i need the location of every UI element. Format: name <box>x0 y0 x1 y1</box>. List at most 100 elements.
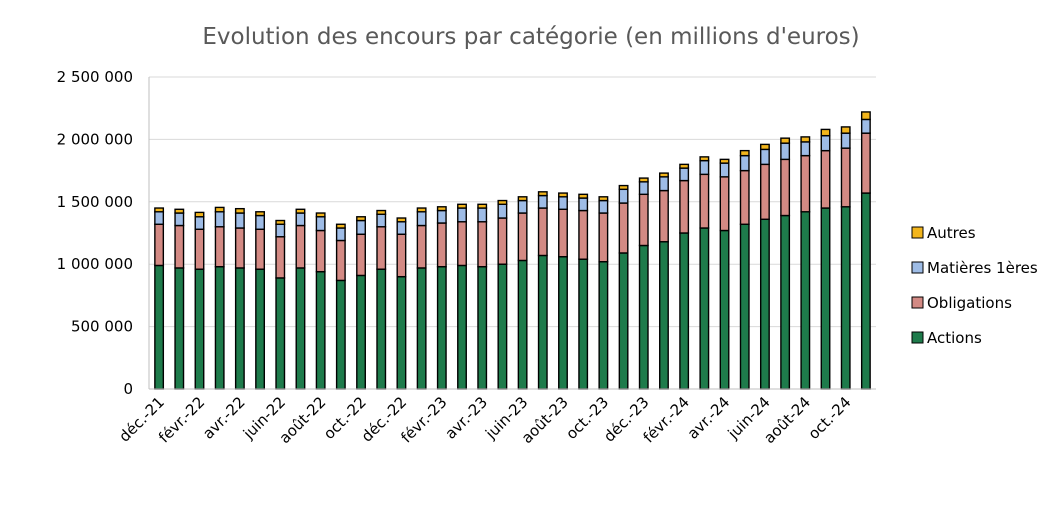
bar-segment-mati-res-1-res <box>840 132 851 149</box>
bar-segment-mati-res-1-res <box>800 141 811 157</box>
bar-segment-actions <box>214 265 225 390</box>
bar-segment-obligations <box>820 149 831 209</box>
bar-segment-obligations <box>780 158 791 217</box>
bar-segment-autres <box>275 219 286 225</box>
bar-stack <box>234 207 245 390</box>
bar-segment-actions <box>679 232 690 390</box>
bar-segment-obligations <box>356 233 366 277</box>
bar-segment-autres <box>759 143 770 151</box>
bar-segment-mati-res-1-res <box>759 148 770 166</box>
bar-stack <box>376 209 387 390</box>
y-tick-label: 2 500 000 <box>57 68 133 86</box>
bar-segment-obligations <box>315 229 326 273</box>
bar-segment-actions <box>558 256 568 390</box>
bars <box>154 111 871 390</box>
bar-segment-autres <box>497 199 508 205</box>
bar-segment-actions <box>598 261 609 390</box>
bar-stack <box>457 203 467 390</box>
bar-segment-obligations <box>194 228 205 270</box>
x-tick-label: avr.-23 <box>441 393 491 443</box>
bar-segment-autres <box>800 136 811 143</box>
bar-stack <box>598 196 609 390</box>
bar-segment-autres <box>638 177 649 183</box>
bar-segment-autres <box>558 192 568 198</box>
bar-segment-autres <box>679 163 690 169</box>
bar-segment-mati-res-1-res <box>537 194 548 209</box>
bar-stack <box>860 111 871 390</box>
legend-swatch <box>911 331 924 344</box>
bar-segment-actions <box>234 267 245 390</box>
bar-segment-autres <box>860 111 871 121</box>
bar-segment-mati-res-1-res <box>638 181 649 196</box>
bar-stack <box>558 192 568 390</box>
bar-segment-autres <box>598 196 609 202</box>
bar-segment-obligations <box>699 173 710 229</box>
bar-segment-mati-res-1-res <box>820 134 831 152</box>
bar-segment-mati-res-1-res <box>436 209 447 224</box>
x-axis: déc.-21févr.-22avr.-22juin-22août-22oct.… <box>115 388 876 447</box>
bar-segment-autres <box>537 191 548 197</box>
bar-segment-obligations <box>558 208 568 258</box>
legend-item: Matières 1ères <box>911 259 1038 277</box>
x-tick-label: avr.-22 <box>199 393 249 443</box>
bar-segment-obligations <box>659 189 669 243</box>
bar-segment-obligations <box>517 212 528 262</box>
bar-segment-actions <box>457 264 467 390</box>
bar-segment-obligations <box>598 212 609 263</box>
bar-segment-autres <box>739 149 750 157</box>
bar-segment-actions <box>275 277 286 390</box>
bar-stack <box>840 126 851 390</box>
bar-segment-actions <box>578 258 589 390</box>
bar-segment-mati-res-1-res <box>295 212 306 227</box>
bar-segment-autres <box>295 208 306 214</box>
bar-segment-mati-res-1-res <box>315 216 326 232</box>
bar-segment-actions <box>356 274 366 390</box>
bar-segment-actions <box>174 267 185 390</box>
bar-segment-mati-res-1-res <box>517 199 528 214</box>
bar-segment-autres <box>477 203 488 209</box>
bar-segment-obligations <box>679 179 690 234</box>
legend-label: Obligations <box>927 294 1012 312</box>
bar-stack <box>578 193 589 390</box>
bar-segment-autres <box>699 156 710 162</box>
bar-segment-mati-res-1-res <box>598 199 609 214</box>
bar-segment-mati-res-1-res <box>396 221 407 235</box>
bar-segment-actions <box>780 214 791 390</box>
bar-segment-mati-res-1-res <box>457 207 467 223</box>
bar-segment-mati-res-1-res <box>739 154 750 172</box>
bar-segment-autres <box>396 217 407 223</box>
legend-item: Actions <box>911 329 982 347</box>
bar-segment-actions <box>295 267 306 390</box>
bar-segment-autres <box>436 206 447 212</box>
x-tick-label: avr.-24 <box>684 393 734 443</box>
bar-segment-obligations <box>436 222 447 268</box>
bar-stack <box>679 163 690 390</box>
bar-segment-autres <box>578 193 589 199</box>
bar-segment-mati-res-1-res <box>679 167 690 182</box>
bar-stack <box>719 158 730 390</box>
legend-item: Autres <box>911 224 976 242</box>
bar-segment-actions <box>699 227 710 390</box>
bar-segment-obligations <box>416 224 427 269</box>
bar-stack <box>638 177 649 390</box>
bar-segment-actions <box>335 279 346 390</box>
bar-stack <box>295 208 306 390</box>
bar-segment-autres <box>840 126 851 134</box>
legend-item: Obligations <box>911 294 1012 312</box>
bar-segment-actions <box>255 268 266 390</box>
bar-segment-mati-res-1-res <box>578 197 589 212</box>
bar-segment-autres <box>255 211 266 217</box>
bar-stack <box>759 143 770 390</box>
bar-segment-obligations <box>457 221 467 267</box>
bar-segment-actions <box>537 254 548 390</box>
bar-stack <box>174 208 185 390</box>
bar-stack <box>436 206 447 390</box>
bar-segment-actions <box>497 263 508 390</box>
bar-segment-autres <box>376 209 387 215</box>
bar-stack <box>416 207 427 390</box>
bar-stack <box>154 207 165 390</box>
bar-stack <box>214 206 225 390</box>
bar-segment-obligations <box>477 221 488 268</box>
bar-segment-actions <box>759 218 770 390</box>
